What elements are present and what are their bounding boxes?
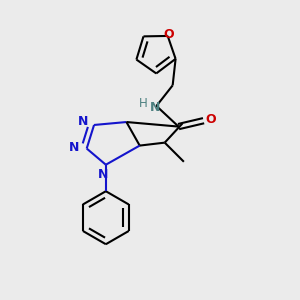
Text: O: O [206,113,216,126]
Text: N: N [69,141,80,154]
Text: N: N [98,168,108,181]
Text: O: O [164,28,175,41]
Text: N: N [150,101,160,114]
Text: H: H [139,97,148,110]
Text: N: N [78,115,88,128]
